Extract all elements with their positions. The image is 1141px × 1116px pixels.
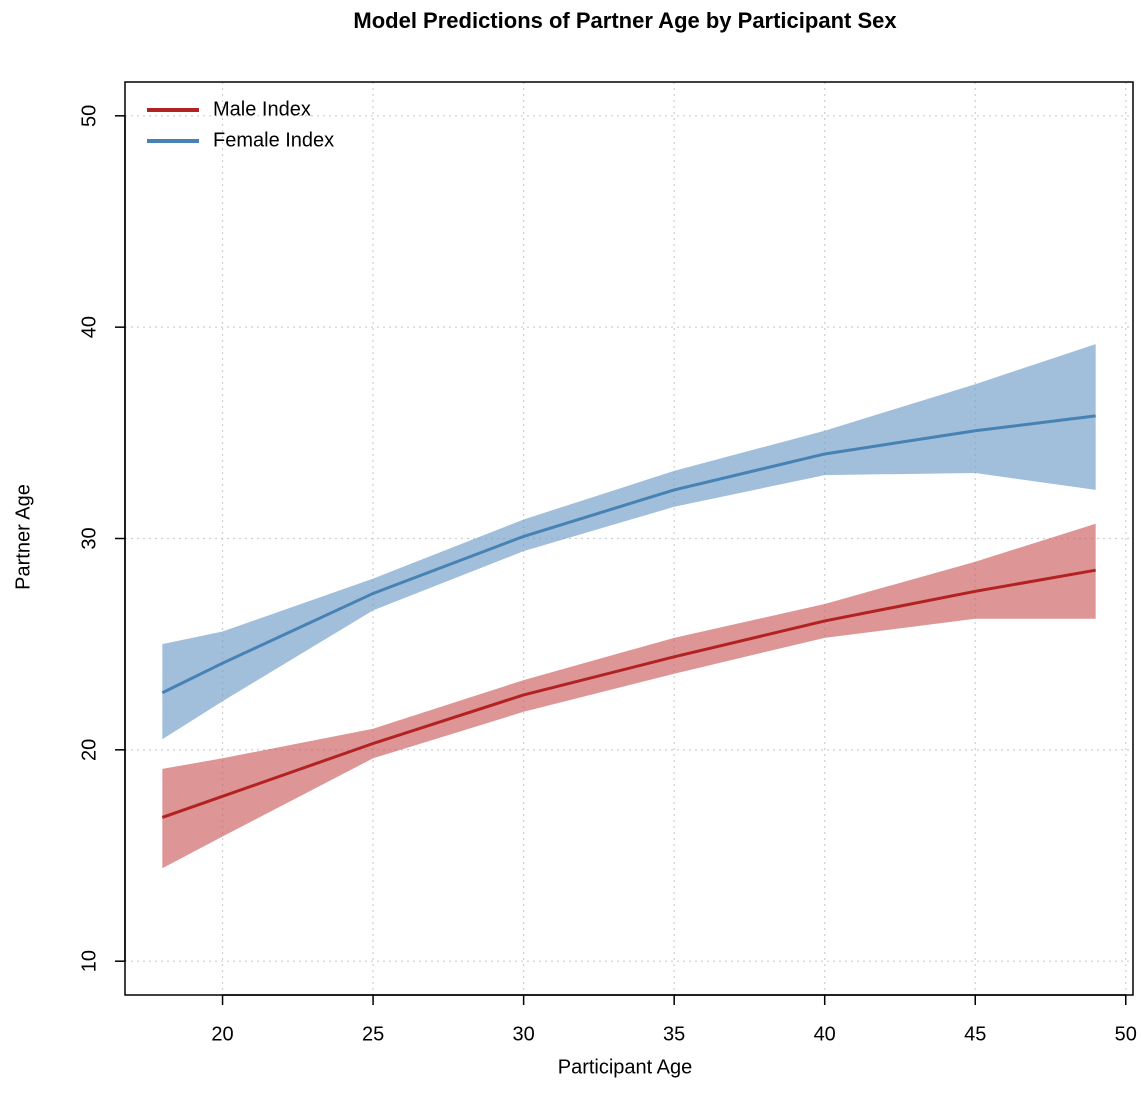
legend-label: Male Index	[213, 98, 311, 120]
y-tick-label: 10	[78, 950, 100, 972]
x-axis-label: Participant Age	[558, 1056, 693, 1078]
chart-title: Model Predictions of Partner Age by Part…	[353, 8, 897, 33]
x-tick-label: 50	[1115, 1023, 1137, 1045]
y-axis-label: Partner Age	[12, 484, 34, 590]
x-tick-label: 40	[814, 1023, 836, 1045]
y-tick-label: 50	[78, 105, 100, 127]
y-tick-label: 20	[78, 739, 100, 761]
confidence-band	[162, 523, 1096, 869]
x-tick-label: 35	[663, 1023, 685, 1045]
x-tick-label: 30	[512, 1023, 534, 1045]
fit-line	[161, 414, 1096, 695]
plot-frame	[124, 81, 1134, 996]
x-tick-label: 20	[211, 1023, 233, 1045]
x-tick-label: 45	[964, 1023, 986, 1045]
y-tick-label: 30	[78, 527, 100, 549]
confidence-band	[162, 344, 1096, 740]
y-tick-label: 40	[78, 316, 100, 338]
legend-label: Female Index	[213, 129, 334, 151]
fit-line	[161, 568, 1096, 819]
x-tick-label: 25	[362, 1023, 384, 1045]
